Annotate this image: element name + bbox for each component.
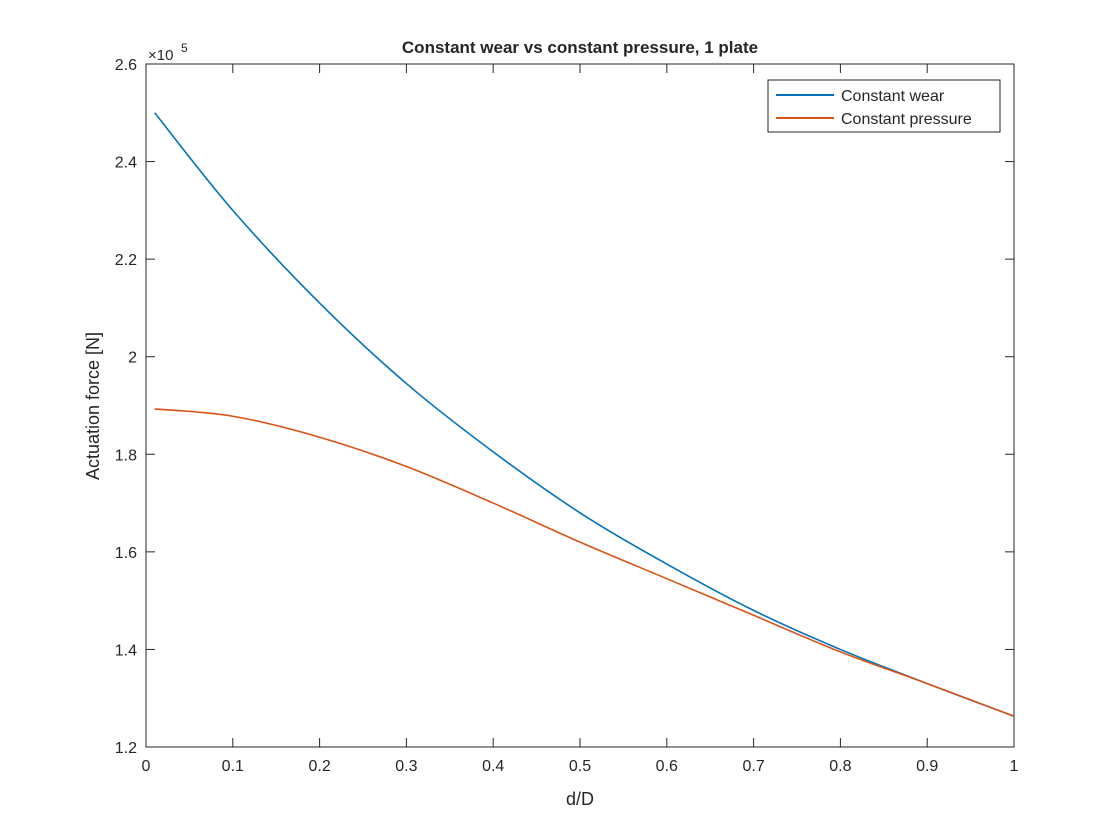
x-tick-label: 0.6 bbox=[656, 758, 678, 775]
series-line-constant-pressure bbox=[154, 408, 1015, 718]
x-tick-label: 0.8 bbox=[829, 758, 851, 775]
x-tick-label: 1 bbox=[1010, 758, 1019, 775]
legend-label-constant-pressure: Constant pressure bbox=[841, 111, 972, 128]
y-exponent-power: 5 bbox=[181, 41, 188, 55]
x-axis-label: d/D bbox=[566, 789, 594, 809]
x-tick-label: 0 bbox=[142, 758, 151, 775]
legend: Constant wear Constant pressure bbox=[767, 79, 1001, 133]
y-tick-label: 1.6 bbox=[115, 545, 137, 562]
x-tick-label: 0.2 bbox=[308, 758, 330, 775]
y-tick-label: 2 bbox=[128, 350, 137, 367]
y-exponent: ×10 5 bbox=[148, 41, 188, 64]
y-tick-label: 1.2 bbox=[115, 740, 137, 757]
series-layer bbox=[154, 112, 1015, 718]
x-tick-label: 0.4 bbox=[482, 758, 504, 775]
legend-box bbox=[767, 79, 1001, 133]
x-tick-label: 0.1 bbox=[222, 758, 244, 775]
y-tick-label: 2.2 bbox=[115, 252, 137, 269]
y-tick-label: 1.8 bbox=[115, 447, 137, 464]
y-tick-label: 1.4 bbox=[115, 642, 137, 659]
ticks-layer: 0 0.1 0.2 0.3 0.4 0.5 0.6 0.7 0.8 0.9 1 1.2 1.4 1.6 1.… bbox=[115, 57, 1019, 775]
y-axis-label: Actuation force [N] bbox=[83, 332, 103, 480]
x-tick-label: 0.7 bbox=[742, 758, 764, 775]
legend-label-constant-wear: Constant wear bbox=[841, 88, 945, 105]
y-tick-label: 2.6 bbox=[115, 57, 137, 74]
y-exponent-base: ×10 bbox=[148, 47, 173, 64]
axes-box bbox=[145, 63, 1015, 748]
chart-title: Constant wear vs constant pressure, 1 pl… bbox=[402, 38, 758, 57]
x-tick-label: 0.5 bbox=[569, 758, 591, 775]
series-line-constant-wear bbox=[154, 112, 1015, 718]
x-tick-label: 0.9 bbox=[916, 758, 938, 775]
x-tick-label: 0.3 bbox=[395, 758, 417, 775]
y-tick-label: 2.4 bbox=[115, 155, 137, 172]
